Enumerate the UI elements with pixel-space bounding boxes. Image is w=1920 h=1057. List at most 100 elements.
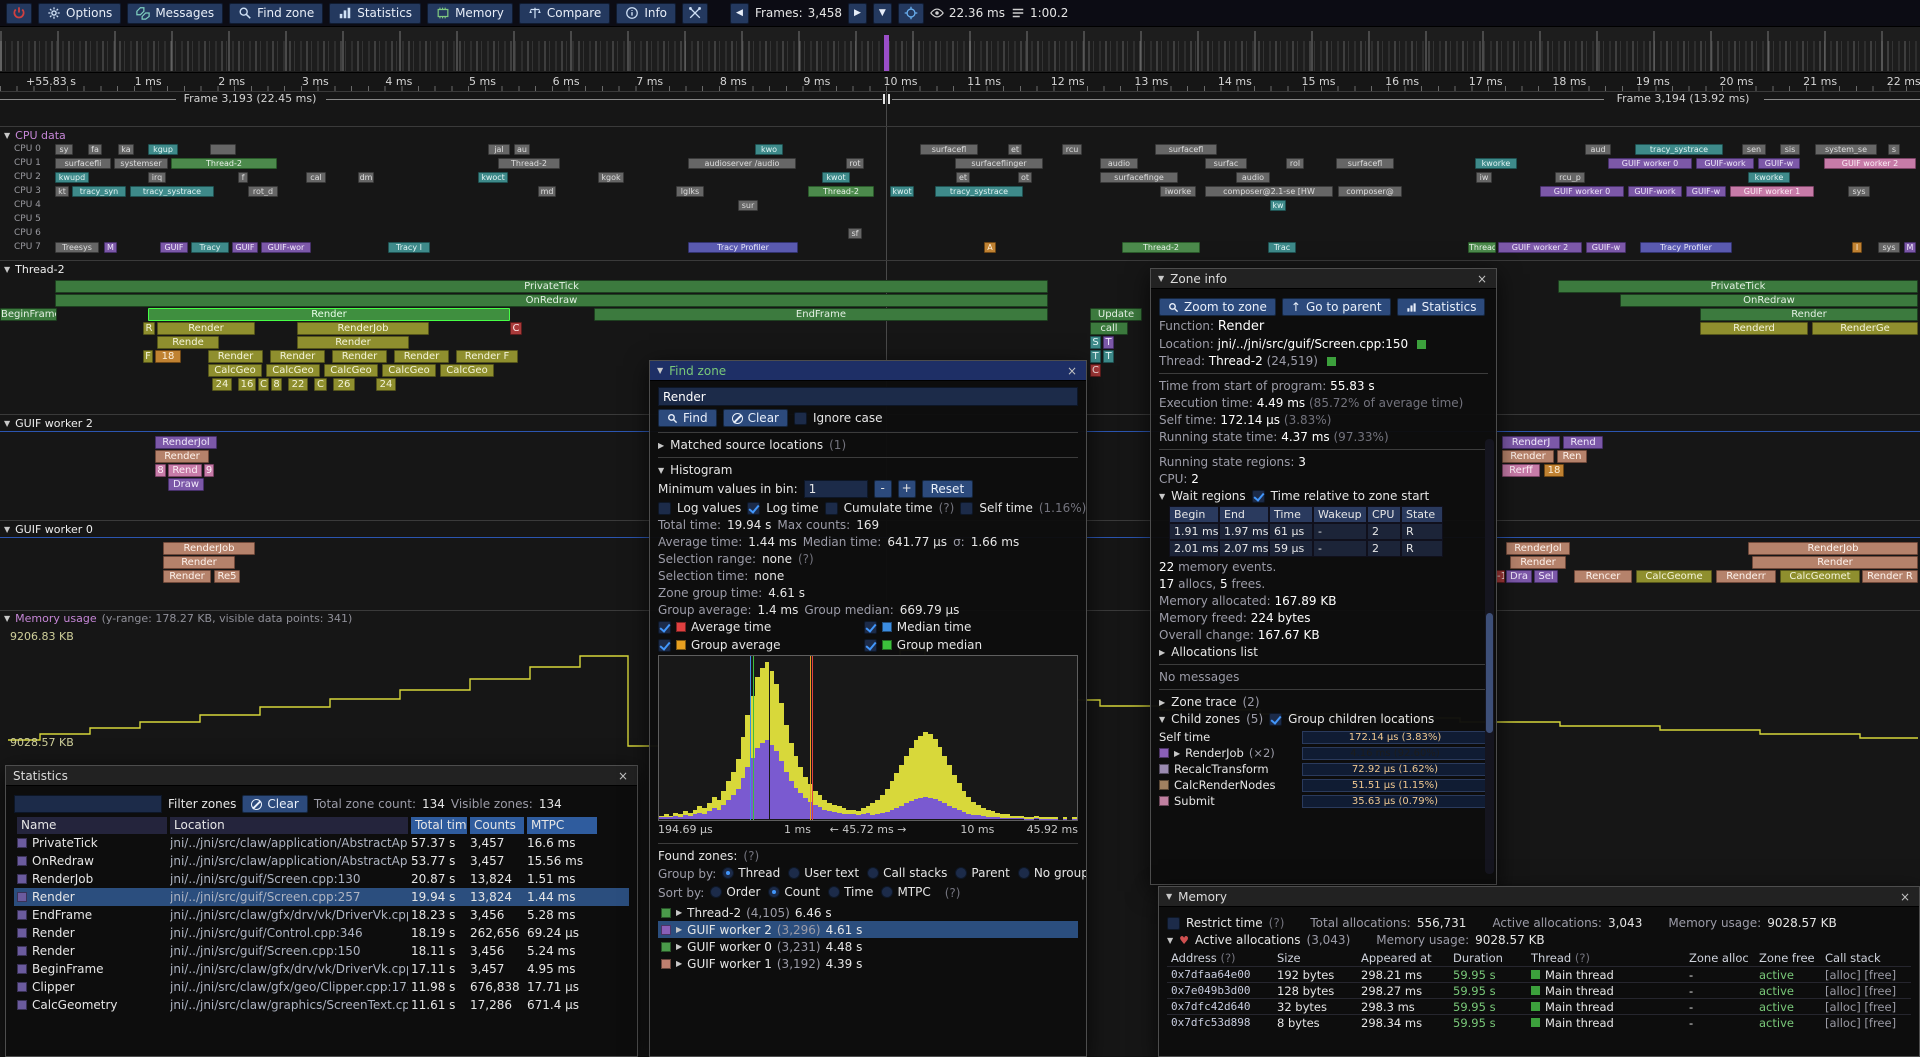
timeline-zone[interactable]: sen	[1742, 144, 1766, 155]
compare-button[interactable]: Compare	[518, 2, 611, 24]
timeline-zone[interactable]: 16	[238, 378, 256, 391]
timeline-zone[interactable]: surfacefl	[920, 144, 978, 155]
timeline-zone[interactable]: 9	[204, 464, 214, 477]
timeline-zone[interactable]: T	[1103, 336, 1114, 349]
timeline-zone[interactable]: aud	[1585, 144, 1611, 155]
clear-button[interactable]: Clear	[722, 409, 788, 427]
timeline-zone[interactable]: composer@2.1-se [HW	[1205, 186, 1333, 197]
timeline-zone[interactable]: RenderGe	[1812, 322, 1918, 335]
group-children-checkbox[interactable]	[1269, 712, 1283, 726]
timeline-zone[interactable]: jal	[488, 144, 510, 155]
timeline-zone[interactable]: RenderJol	[155, 436, 217, 449]
timeline-zone[interactable]: Renderr	[1716, 570, 1776, 583]
timeline-zone[interactable]: Tracy Profiler	[1640, 242, 1732, 253]
zone-info-titlebar[interactable]: ▼ Zone info ×	[1151, 269, 1496, 289]
timeline-zone[interactable]: -17'	[1496, 570, 1505, 583]
radio-icon[interactable]	[881, 886, 894, 898]
timeline-zone[interactable]: Thread-2	[808, 186, 874, 197]
timeline-zone[interactable]: PrivateTick	[55, 280, 1048, 293]
timeline-zone[interactable]: 18	[1544, 464, 1564, 477]
messages-button[interactable]: Messages	[127, 2, 224, 24]
log-values-checkbox[interactable]	[658, 501, 671, 515]
expand-icon[interactable]: ▶	[658, 440, 665, 450]
statistics-table-row[interactable]: PrivateTick jni/../jni/src/claw/applicati…	[14, 834, 629, 852]
legend-checkbox[interactable]	[658, 638, 671, 652]
legend-checkbox[interactable]	[863, 620, 877, 634]
timeline-zone[interactable]: GUIF worker 0	[1608, 158, 1692, 169]
timeline-zone[interactable]: 8	[155, 464, 166, 477]
timeline-zone[interactable]: T	[1090, 350, 1101, 363]
timeline-zone[interactable]: Draw	[168, 478, 204, 491]
collapse-icon[interactable]: ▼	[4, 131, 11, 140]
time-relative-checkbox[interactable]	[1251, 489, 1265, 503]
timeline-zone[interactable]: dm	[358, 172, 374, 183]
statistics-button[interactable]: Statistics	[1396, 298, 1486, 316]
timeline-zone[interactable]: CalcGeo	[266, 364, 320, 377]
timeline-zone[interactable]: 24	[212, 378, 232, 391]
timeline-zone[interactable]: fa	[88, 144, 102, 155]
timeline-zone[interactable]: tracy_syn	[72, 186, 126, 197]
find-zone-button[interactable]: Find zone	[229, 2, 324, 24]
frame-dropdown-button[interactable]: ▼	[872, 2, 892, 24]
filter-zones-input[interactable]	[14, 795, 162, 813]
timeline-zone[interactable]: A	[984, 242, 996, 253]
collapse-icon[interactable]: ▼	[1159, 491, 1166, 501]
child-zone-row[interactable]: Submit 35.63 µs (0.79%)	[1159, 793, 1488, 809]
statistics-table-row[interactable]: Render jni/../jni/src/guif/Control.cpp:34…	[14, 924, 629, 942]
timeline-zone[interactable]: sf	[848, 228, 862, 239]
statistics-table-row[interactable]: Render jni/../jni/src/guif/Screen.cpp:257…	[14, 888, 629, 906]
goto-frame-button[interactable]	[897, 2, 924, 24]
expand-icon[interactable]: ▶	[676, 959, 683, 968]
cumulate-time-checkbox[interactable]	[824, 501, 838, 515]
zoom-to-zone-button[interactable]: Zoom to zone	[1159, 298, 1276, 316]
statistics-titlebar[interactable]: Statistics ×	[6, 766, 637, 786]
expand-icon[interactable]: ▶	[676, 942, 683, 951]
collapse-icon[interactable]: ▼	[4, 265, 11, 274]
radio-icon[interactable]	[1017, 867, 1030, 879]
collapse-icon[interactable]: ▼	[1166, 892, 1173, 901]
column-header-name[interactable]: Name	[17, 816, 167, 834]
next-frame-button[interactable]: ▶	[848, 2, 867, 24]
timeline-zone[interactable]: Thread-2	[498, 158, 560, 169]
timeline-zone[interactable]: Render R	[1862, 570, 1918, 583]
address-cell[interactable]: 0x7dfc42d640	[1171, 1000, 1251, 1013]
close-icon[interactable]: ×	[1899, 889, 1911, 904]
restrict-time-checkbox[interactable]	[1167, 916, 1180, 930]
timeline-zone[interactable]: 8	[271, 378, 282, 391]
timeline-zone[interactable]: kwoct	[478, 172, 508, 183]
collapse-icon[interactable]: ▼	[4, 419, 11, 428]
timeline-zone[interactable]: GUIF-wor	[261, 242, 311, 253]
timeline-zone[interactable]: sys	[1878, 242, 1900, 253]
timeline-zone[interactable]: CalcGeome	[1636, 570, 1712, 583]
radio-option[interactable]: MTPC	[881, 885, 931, 899]
collapse-icon[interactable]: ▼	[4, 525, 11, 534]
timeline-zone[interactable]: PrivateTick	[1558, 280, 1918, 293]
timeline-zone[interactable]: Thread-2	[171, 158, 277, 169]
legend-checkbox[interactable]	[658, 620, 671, 634]
child-zone-row[interactable]: ▶ RenderJob (×2) 4.16 ms (92.60%)	[1159, 745, 1488, 761]
timeline-zone[interactable]: Rencer	[1574, 570, 1632, 583]
collapse-icon[interactable]: ▼	[1159, 714, 1166, 724]
timeline-zone[interactable]: 18	[155, 350, 181, 363]
timeline-zone[interactable]: Render	[148, 308, 510, 321]
find-zone-titlebar[interactable]: ▼ Find zone ×	[650, 361, 1086, 381]
call-stack-cell[interactable]: [alloc] [free]	[1825, 1015, 1897, 1030]
timeline-zone[interactable]: sur	[738, 200, 758, 211]
expand-icon[interactable]: ▶	[676, 908, 683, 917]
timeline-zone[interactable]: ot	[1018, 172, 1032, 183]
timeline-zone[interactable]: I	[1852, 242, 1862, 253]
found-zone-group-row[interactable]: ▶ GUIF worker 0 (3,231) 4.48 s	[658, 938, 1078, 955]
timeline-zone[interactable]: ka	[118, 144, 134, 155]
timeline-zone[interactable]: Rend	[1563, 436, 1603, 449]
legend-item[interactable]: Median time	[863, 620, 1070, 634]
timeline-zone[interactable]: kworke	[1475, 158, 1517, 169]
call-stack-cell[interactable]: [alloc] [free]	[1825, 983, 1897, 998]
timeline-zone[interactable]: et	[1008, 144, 1022, 155]
location-value[interactable]: jni/../jni/src/guif/Screen.cpp:150	[1217, 337, 1409, 351]
timeline-zone[interactable]: RenderJ	[1502, 436, 1560, 449]
find-zone-histogram[interactable]	[658, 655, 1078, 821]
timeline-zone[interactable]: surfaceflinger	[955, 158, 1043, 169]
close-icon[interactable]: ×	[1476, 271, 1488, 286]
timeline-zone[interactable]: Render	[332, 350, 387, 363]
timeline-zone[interactable]: OnRedraw	[1620, 294, 1918, 307]
